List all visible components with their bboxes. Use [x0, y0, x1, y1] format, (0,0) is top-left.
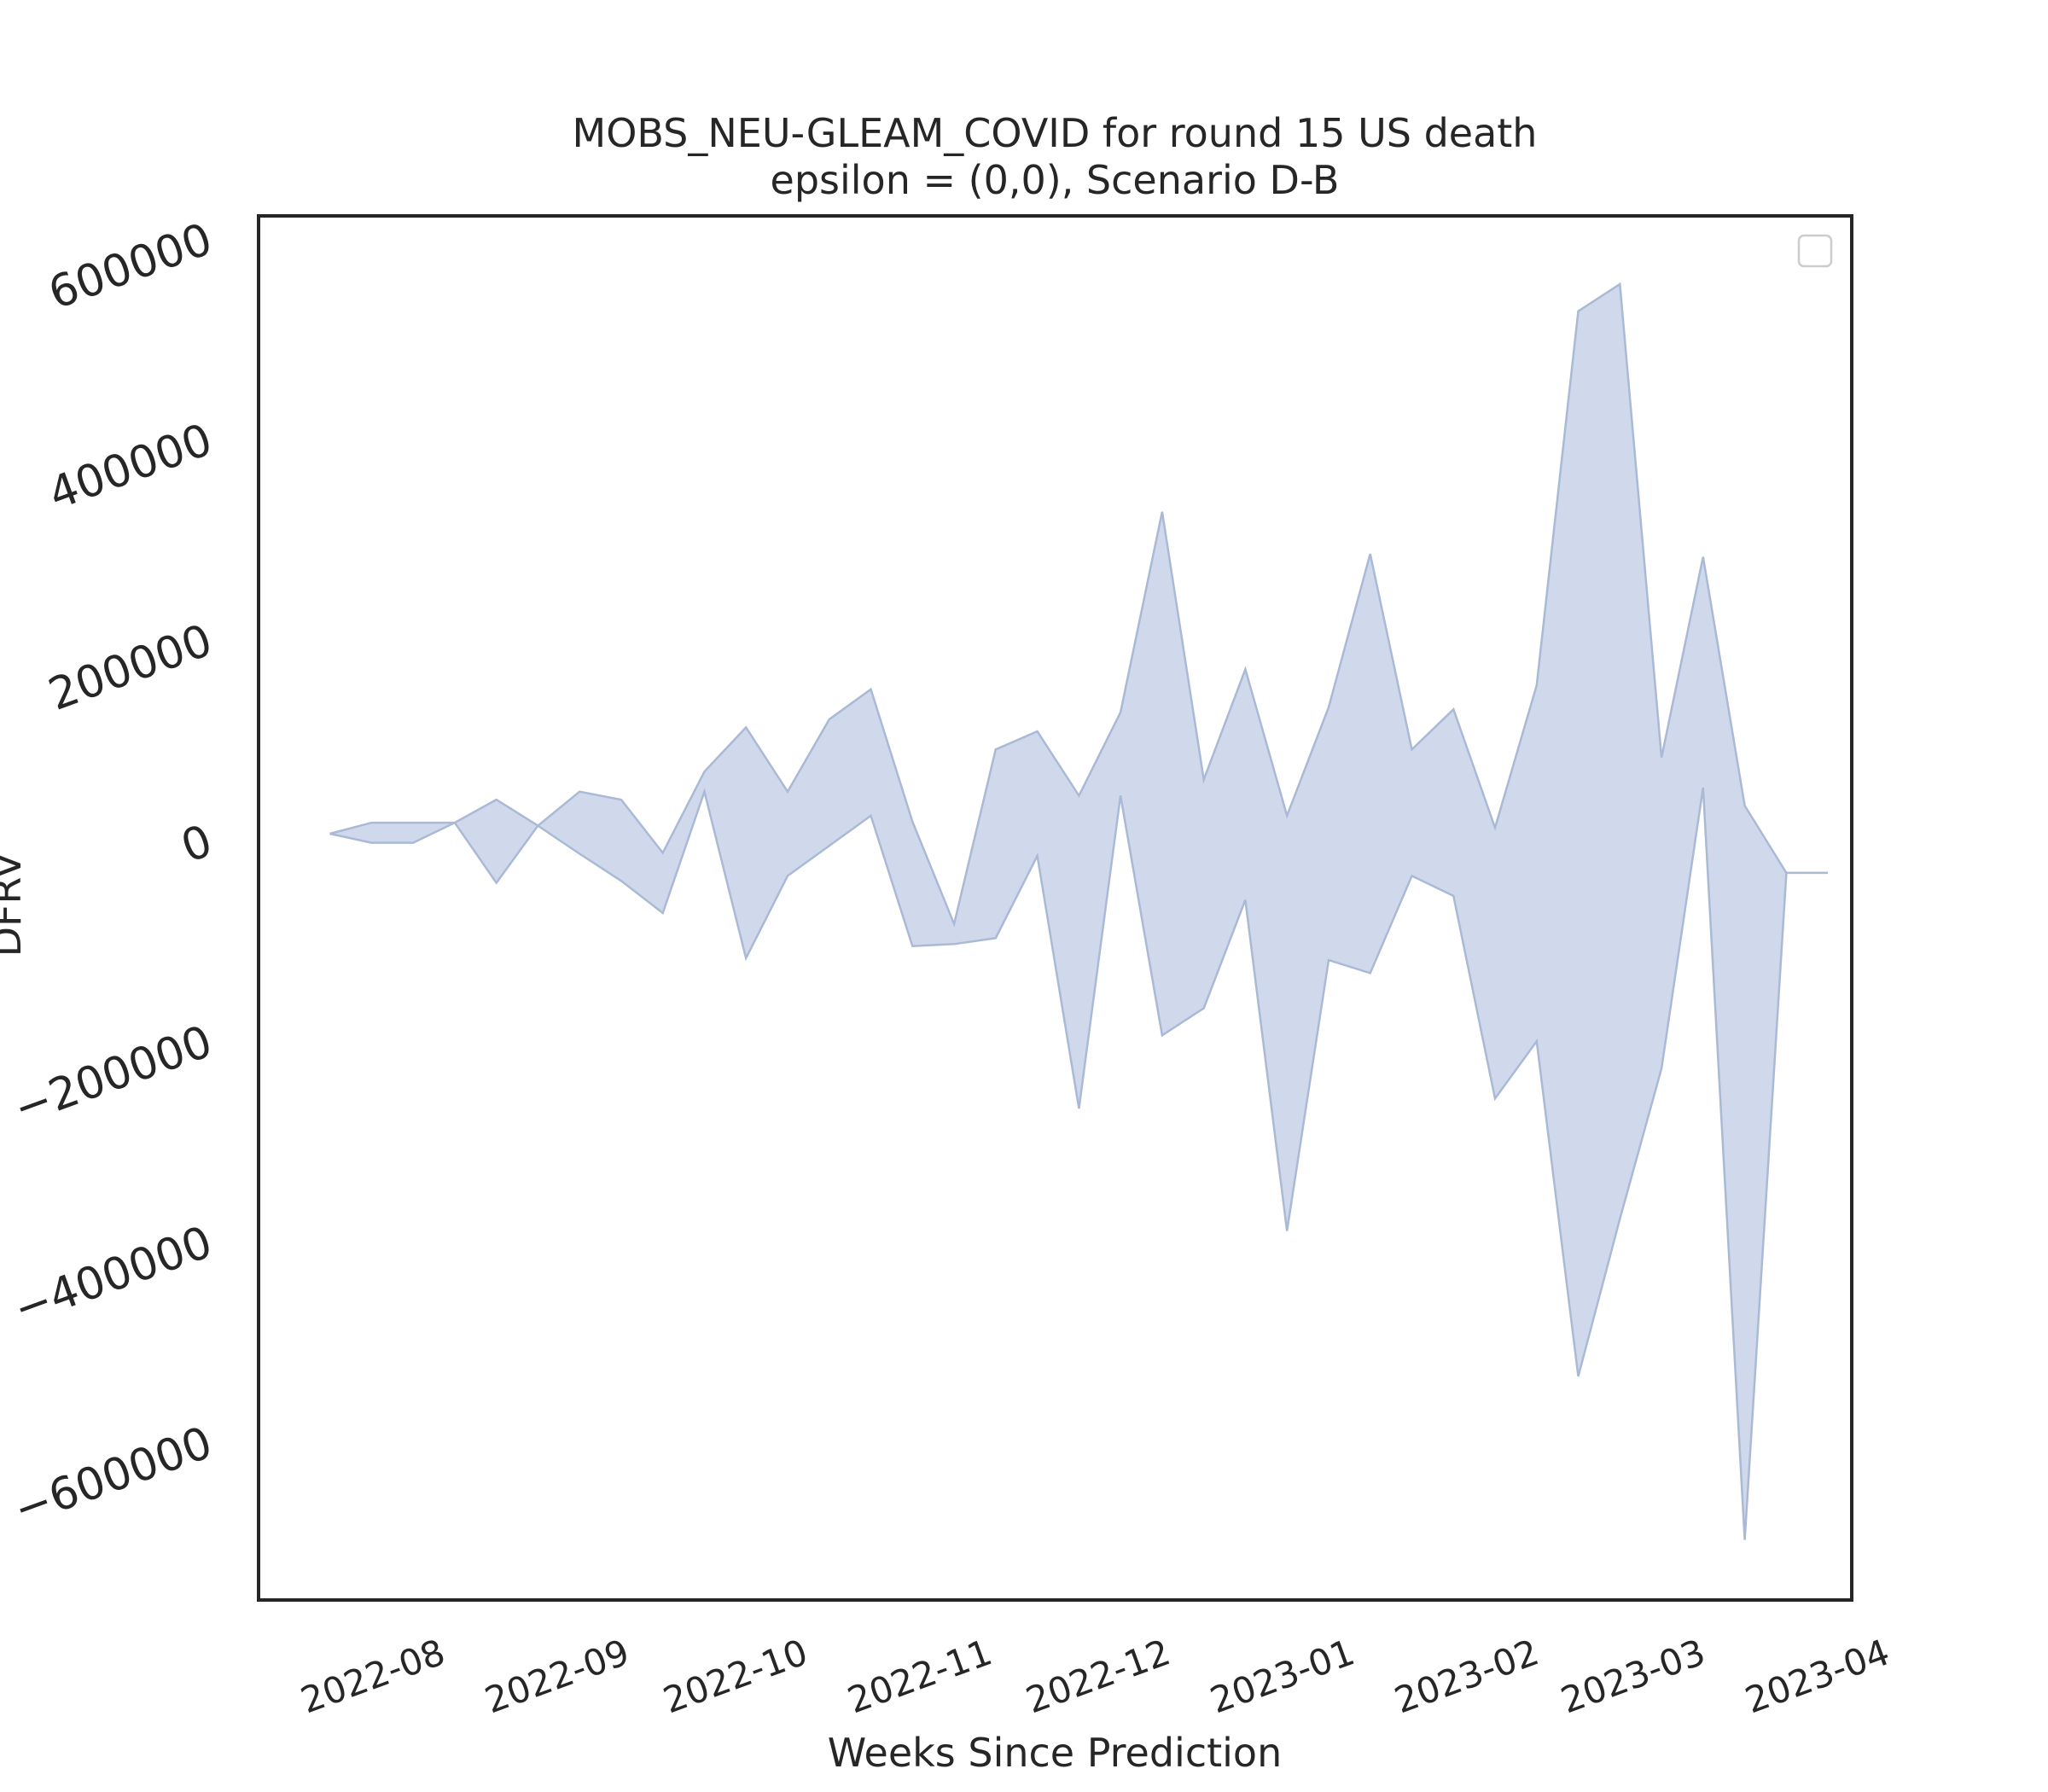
y-tick-label: 400000 [42, 414, 218, 520]
legend-box [1797, 234, 1833, 268]
y-tick-label: 600000 [42, 213, 218, 319]
y-tick-label: −200000 [7, 1016, 218, 1135]
y-tick-label: 200000 [42, 615, 218, 721]
plot-frame [257, 214, 1853, 1602]
x-tick-label: 2022-11 [842, 1631, 998, 1721]
x-tick-label: 2022-10 [658, 1631, 813, 1721]
x-tick-label: 2022-12 [1021, 1631, 1176, 1721]
x-tick-label: 2023-01 [1205, 1631, 1360, 1721]
x-tick-label: 2023-03 [1556, 1631, 1711, 1721]
x-tick-label: 2022-09 [480, 1631, 635, 1721]
x-tick-label: 2022-08 [295, 1631, 451, 1721]
y-axis-ticks: 600000 400000 200000 0 −200000 −400000 −600000 [7, 213, 218, 1536]
plot-area [257, 214, 1853, 1602]
chart-title: MOBS_NEU-GLEAM_COVID for round 15 US dea… [573, 110, 1538, 156]
x-axis-label: Weeks Since Prediction [828, 1730, 1282, 1776]
chart-subtitle: epsilon = (0,0), Scenario D-B [771, 157, 1340, 203]
y-tick-label: −400000 [7, 1217, 218, 1335]
y-axis-label: DFRV [0, 852, 30, 957]
uncertainty-band [329, 282, 1829, 1540]
y-tick-label: 0 [175, 816, 219, 874]
x-tick-label: 2023-04 [1740, 1631, 1895, 1721]
x-tick-label: 2023-02 [1389, 1631, 1545, 1721]
y-tick-label: −600000 [7, 1417, 218, 1536]
x-axis-ticks: 2022-08 2022-09 2022-10 2022-11 2022-12 2023-… [295, 1631, 1894, 1721]
